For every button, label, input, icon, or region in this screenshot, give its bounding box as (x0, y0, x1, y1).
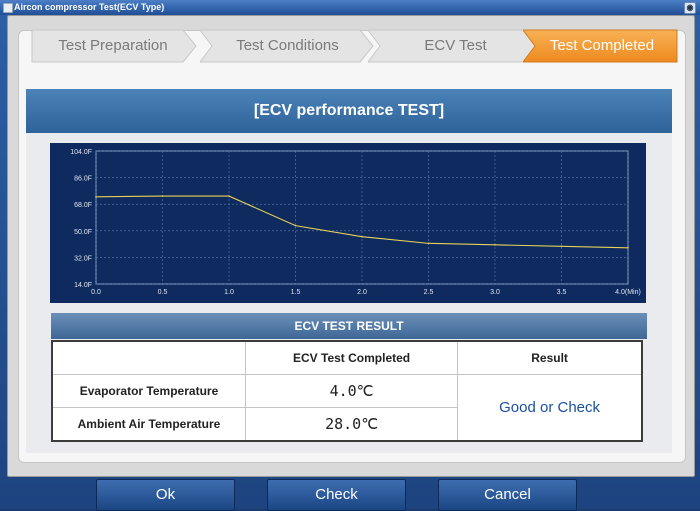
x-tick-label: 0.0 (91, 289, 101, 296)
empty-header-cell (51, 340, 246, 375)
data-point (95, 196, 97, 198)
x-tick-label: 4.0(Min) (615, 289, 641, 296)
check-button[interactable]: Check (267, 479, 406, 511)
step-label: Test Completed (549, 37, 655, 54)
x-tick-label: 2.0 (357, 289, 367, 296)
y-tick-label: 32.0F (74, 255, 92, 262)
step-test-preparation: Test Preparation (28, 28, 198, 64)
y-tick-label: 50.0F (74, 229, 92, 236)
table-row: ECV Test Completed Result (51, 340, 643, 375)
evaporator-value: 4.0℃ (244, 374, 459, 408)
section-header: [ECV performance TEST] (26, 89, 672, 134)
data-point (161, 195, 164, 197)
table-row: Evaporator Temperature 4.0℃ Good or Chec… (51, 374, 643, 442)
data-point (494, 244, 496, 246)
y-tick-label: 14.0F (74, 282, 92, 289)
step-label: Test Conditions (236, 37, 339, 54)
step-test-completed: Test Completed (523, 28, 681, 64)
x-tick-label: 3.0 (490, 289, 500, 296)
data-point (427, 242, 430, 245)
x-tick-label: 1.0 (224, 289, 234, 296)
step-label: ECV Test (424, 37, 487, 54)
table-row: Ambient Air Temperature 28.0℃ (51, 407, 642, 442)
data-point (627, 246, 629, 249)
cancel-button[interactable]: Cancel (438, 479, 577, 511)
y-tick-label: 86.0F (74, 176, 92, 183)
step-ecv-test: ECV Test (368, 28, 543, 64)
title-bar: Aircon compressor Test(ECV Type) ◉ (0, 0, 700, 15)
window-control-icon[interactable]: ◉ (684, 2, 696, 14)
ok-button[interactable]: Ok (96, 479, 235, 511)
data-point (228, 195, 230, 197)
result-title: ECV TEST RESULT (51, 313, 647, 339)
y-tick-label: 104.0F (70, 149, 92, 156)
result-status: Good or Check (457, 374, 643, 442)
row-label-ambient: Ambient Air Temperature (51, 407, 246, 442)
data-point (294, 224, 297, 227)
x-tick-label: 1.5 (291, 289, 301, 296)
x-tick-label: 0.5 (158, 289, 168, 296)
step-progress: Test Preparation Test Conditions ECV Tes… (18, 28, 678, 64)
x-tick-label: 3.5 (557, 289, 567, 296)
app-icon (3, 3, 13, 13)
col-header-result: Result (457, 340, 643, 375)
plot-area (95, 150, 629, 285)
chart-svg: 14.0F 32.0F 50.0F 68.0F 86.0F 104.0F 0.0 0.5 1.0… (70, 149, 641, 296)
window-title: Aircon compressor Test(ECV Type) (14, 2, 165, 12)
x-tick-label: 2.5 (424, 289, 434, 296)
data-point (560, 245, 563, 248)
step-test-conditions: Test Conditions (200, 28, 375, 64)
row-label-evaporator: Evaporator Temperature (51, 374, 246, 408)
ambient-value: 28.0℃ (244, 407, 459, 442)
step-label: Test Preparation (58, 37, 168, 54)
col-header-completed: ECV Test Completed (244, 340, 459, 375)
result-table: ECV Test Completed Result Evaporator Tem… (51, 340, 643, 442)
data-point (361, 235, 363, 238)
y-tick-label: 68.0F (74, 202, 92, 209)
ecv-chart: 14.0F 32.0F 50.0F 68.0F 86.0F 104.0F 0.0 0.5 1.0… (50, 143, 646, 303)
